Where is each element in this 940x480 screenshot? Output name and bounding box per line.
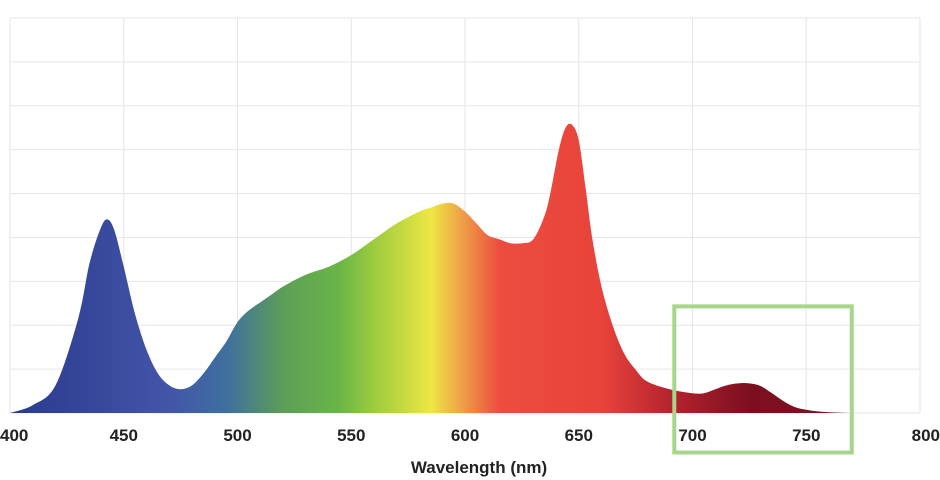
highlight-box xyxy=(672,304,854,455)
x-tick-labels: 400 450 500 550 600 650 700 750 800 xyxy=(0,426,940,445)
x-tick-label-700: 700 xyxy=(678,426,706,445)
x-tick-label-650: 650 xyxy=(565,426,593,445)
x-axis-label: Wavelength (nm) xyxy=(411,458,547,477)
x-tick-label-550: 550 xyxy=(337,426,365,445)
x-tick-label-600: 600 xyxy=(451,426,479,445)
x-tick-label-450: 450 xyxy=(110,426,138,445)
x-tick-label-750: 750 xyxy=(792,426,820,445)
spectrum-area xyxy=(10,123,852,414)
x-tick-label-400: 400 xyxy=(0,426,28,445)
x-tick-label-500: 500 xyxy=(223,426,251,445)
x-tick-label-800: 800 xyxy=(912,426,940,445)
